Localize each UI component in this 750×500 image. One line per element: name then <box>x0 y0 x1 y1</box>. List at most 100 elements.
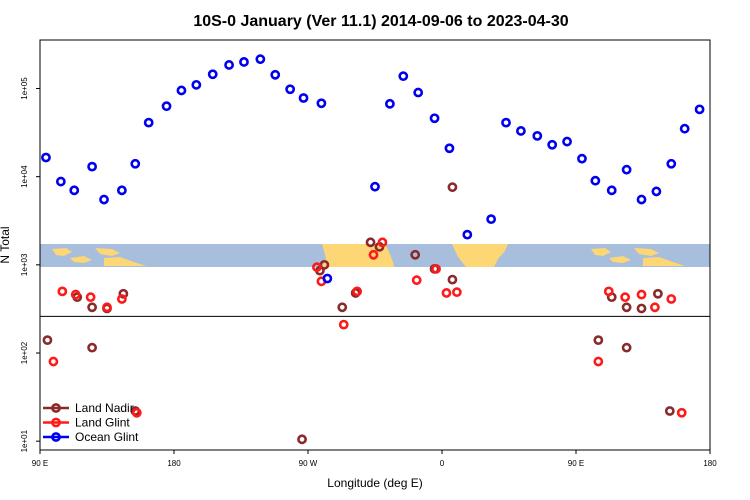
land-nadir-point <box>621 302 632 313</box>
land-nadir-point <box>365 237 376 248</box>
ocean-glint-point <box>130 158 141 169</box>
land-glint-point <box>352 286 363 297</box>
ocean-glint-point <box>176 85 187 96</box>
ocean-glint-point <box>316 98 327 109</box>
ocean-glint-point <box>429 113 440 124</box>
land-nadir-point <box>87 342 98 353</box>
y-tick-label: 1e+03 <box>20 253 29 276</box>
x-axis-label: Longitude (deg E) <box>327 476 422 490</box>
ocean-glint-point <box>606 185 617 196</box>
land-glint-point <box>70 289 81 300</box>
ocean-glint-point <box>501 117 511 128</box>
land-nadir-point <box>447 274 458 285</box>
ocean-glint-point <box>116 185 127 196</box>
ocean-glint-point <box>577 153 587 164</box>
y-tick-label: 1e+01 <box>20 429 29 452</box>
legend-label-ocean-glint: Ocean Glint <box>75 430 139 444</box>
ocean-glint-point <box>69 185 80 196</box>
ocean-glint-point <box>486 214 497 225</box>
ocean-glint-point <box>239 57 249 67</box>
land-shape-africa <box>452 244 508 267</box>
x-axis: 90 E 180 90 W 0 90 E 180 <box>32 450 717 468</box>
land-glint-point <box>411 275 422 286</box>
series-ocean-glint <box>41 54 705 284</box>
land-nadir-point <box>118 288 129 299</box>
x-tick-label: 0 <box>440 459 445 468</box>
land-nadir-point <box>652 288 663 299</box>
ocean-glint-point <box>99 194 109 205</box>
land-glint-point <box>116 294 127 304</box>
ocean-glint-point <box>462 229 473 240</box>
land-nadir-point <box>636 303 647 314</box>
ocean-glint-point <box>55 176 66 187</box>
land-glint-point <box>441 288 452 298</box>
land-nadir-point <box>447 182 458 193</box>
land-glint-point <box>85 292 96 303</box>
legend-marker-land-nadir <box>51 403 61 413</box>
ocean-glint-point <box>547 139 558 150</box>
land-glint-point <box>48 356 59 367</box>
ocean-glint-point <box>41 152 51 163</box>
land-glint-point <box>636 289 647 300</box>
ocean-glint-point <box>413 87 424 98</box>
land-glint-point <box>368 249 379 260</box>
land-glint-point <box>451 287 462 298</box>
ocean-glint-point <box>679 123 690 134</box>
ocean-glint-point <box>621 164 632 175</box>
x-tick-label: 90 E <box>32 459 48 468</box>
legend-marker-land-glint <box>51 417 61 428</box>
x-tick-label: 90 W <box>299 459 318 468</box>
land-shape-maritime-continent <box>52 248 146 266</box>
land-glint-point <box>312 262 322 273</box>
land-glint-point <box>593 356 604 367</box>
y-tick-label: 1e+04 <box>20 165 29 188</box>
legend-label-land-glint: Land Glint <box>75 416 130 430</box>
x-tick-label: 90 E <box>568 459 584 468</box>
land-glint-point <box>650 302 660 313</box>
y-tick-label: 1e+02 <box>20 341 29 364</box>
legend-marker-ocean-glint <box>51 432 61 442</box>
land-nadir-point <box>297 434 307 445</box>
ocean-glint-point <box>384 98 395 109</box>
ocean-glint-point <box>590 175 601 186</box>
ocean-glint-point <box>87 161 98 172</box>
land-shape-maritime-continent-repeat <box>591 248 685 266</box>
ocean-glint-point <box>191 79 202 90</box>
land-glint-point <box>57 286 68 297</box>
y-axis-label: N Total <box>0 226 12 263</box>
land-nadir-point <box>664 406 675 416</box>
ocean-glint-point <box>636 194 647 205</box>
ocean-glint-point <box>398 71 409 82</box>
world-map-band <box>40 244 710 267</box>
land-nadir-point <box>42 335 53 346</box>
x-tick-label: 180 <box>167 459 181 468</box>
ocean-glint-point <box>161 101 172 112</box>
land-glint-point <box>676 407 687 418</box>
ocean-glint-point <box>322 273 333 284</box>
land-glint-point <box>431 263 441 274</box>
y-axis: 1e+01 1e+02 1e+03 1e+04 1e+05 <box>20 77 40 452</box>
land-glint-point <box>131 407 142 418</box>
land-nadir-point <box>87 302 98 313</box>
ocean-glint-point <box>651 186 662 197</box>
ocean-glint-point <box>444 143 455 154</box>
land-glint-point <box>102 302 112 313</box>
ocean-glint-point <box>224 60 234 70</box>
ocean-glint-point <box>562 136 572 147</box>
chart-title: 10S-0 January (Ver 11.1) 2014-09-06 to 2… <box>193 13 568 30</box>
plot-frame <box>39 39 711 451</box>
land-glint-point <box>620 292 631 303</box>
land-glint-point <box>338 319 349 330</box>
ocean-glint-point <box>666 158 677 169</box>
series-land-glint <box>48 237 687 418</box>
ocean-glint-point <box>270 69 281 80</box>
ocean-glint-point <box>370 181 380 192</box>
land-glint-point <box>377 237 388 248</box>
ocean-glint-point <box>516 126 526 136</box>
land-nadir-point <box>410 249 421 260</box>
ocean-glint-point <box>143 117 154 128</box>
ocean-glint-point <box>255 54 266 65</box>
land-nadir-point <box>593 335 604 346</box>
data-points <box>41 54 705 445</box>
